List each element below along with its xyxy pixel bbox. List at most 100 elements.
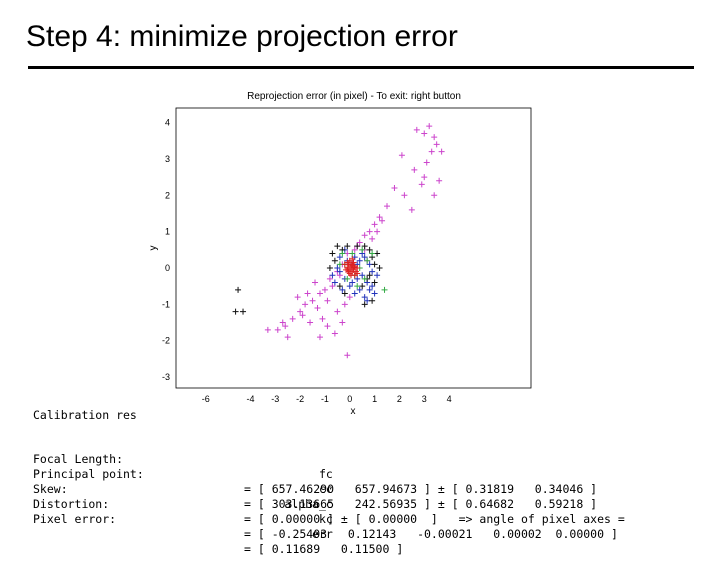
result-values: = [ 0.11689 0.11500 ] xyxy=(244,542,404,556)
x-tick-label: 4 xyxy=(447,394,452,404)
data-point xyxy=(331,279,338,286)
data-point xyxy=(240,308,247,315)
y-tick-label: -3 xyxy=(162,372,170,382)
x-tick-label: -4 xyxy=(246,394,254,404)
x-tick-label: 0 xyxy=(347,394,352,404)
data-point xyxy=(312,279,319,286)
data-point xyxy=(398,152,405,159)
data-point xyxy=(371,279,378,286)
data-point xyxy=(304,290,311,297)
calibration-results: Calibration res Focal Length: fc = [ 657… xyxy=(33,408,625,556)
reprojection-error-plot[interactable]: Reprojection error (in pixel) - To exit:… xyxy=(140,84,540,420)
data-point xyxy=(438,148,445,155)
data-point xyxy=(351,246,358,253)
result-label: Focal Length: xyxy=(33,452,124,466)
data-point xyxy=(264,326,271,333)
data-point xyxy=(336,283,343,290)
result-symbol: fc xyxy=(319,467,333,481)
data-point xyxy=(361,275,368,282)
data-point xyxy=(366,246,373,253)
data-point xyxy=(354,265,361,271)
data-point xyxy=(391,185,398,191)
data-point xyxy=(350,259,357,266)
data-point xyxy=(274,326,281,333)
data-point xyxy=(361,254,368,261)
data-point xyxy=(433,141,440,148)
data-point xyxy=(423,159,430,166)
data-point xyxy=(321,286,328,293)
x-tick-label: 3 xyxy=(422,394,427,404)
x-tick-label: -2 xyxy=(296,394,304,404)
result-symbol: err xyxy=(312,527,333,541)
data-point xyxy=(341,261,348,268)
data-point xyxy=(349,250,356,257)
data-point xyxy=(371,261,378,268)
data-point xyxy=(379,217,386,224)
data-point xyxy=(319,315,326,322)
data-point xyxy=(431,134,438,141)
data-point xyxy=(374,228,381,235)
data-point xyxy=(361,301,368,308)
result-values: = [ 303.13665 242.56935 ] ± [ 0.64682 0.… xyxy=(244,497,598,511)
data-point xyxy=(331,330,338,337)
data-point xyxy=(299,312,306,319)
result-label: Skew: xyxy=(33,482,68,496)
data-point xyxy=(339,250,346,257)
data-point xyxy=(356,257,363,264)
data-point xyxy=(331,257,338,264)
data-point xyxy=(359,272,366,279)
data-point xyxy=(329,272,336,279)
result-row-skew: Skew: alpha_c = [ 0.00000 ] ± [ 0.00000 … xyxy=(33,467,625,526)
data-point xyxy=(349,279,356,286)
result-label: Principal point: xyxy=(33,467,144,481)
x-tick-label: 2 xyxy=(397,394,402,404)
data-point xyxy=(329,283,336,290)
data-point xyxy=(366,286,373,293)
data-point xyxy=(366,272,373,279)
result-values: = [ 0.00000 ] ± [ 0.00000 ] => angle of … xyxy=(244,512,625,526)
data-point xyxy=(314,305,321,311)
data-point xyxy=(351,264,358,271)
data-point xyxy=(341,290,348,297)
data-point xyxy=(356,239,363,246)
data-point xyxy=(324,297,331,304)
data-point xyxy=(279,319,286,326)
data-point xyxy=(428,148,435,155)
result-row-focal: Focal Length: fc = [ 657.46290 657.94673… xyxy=(33,437,597,496)
data-point xyxy=(232,308,239,315)
slide-title: Step 4: minimize projection error xyxy=(26,20,458,53)
data-point xyxy=(316,290,323,297)
data-point xyxy=(421,130,428,137)
data-point xyxy=(381,286,388,293)
data-point xyxy=(351,290,358,297)
y-tick-label: -2 xyxy=(162,336,170,346)
data-point xyxy=(371,221,378,228)
data-point xyxy=(346,294,353,301)
data-point xyxy=(294,294,301,301)
data-point xyxy=(431,192,438,199)
data-point xyxy=(336,254,343,261)
plot-area xyxy=(175,107,532,389)
result-label: Pixel error: xyxy=(33,512,117,526)
data-point xyxy=(366,228,373,235)
data-point xyxy=(356,286,363,293)
y-tick-label: 0 xyxy=(165,263,170,273)
data-point xyxy=(369,250,376,257)
data-point xyxy=(411,166,418,173)
result-row-principal-point: Principal point: cc = [ 303.13665 242.56… xyxy=(33,452,597,511)
data-point xyxy=(346,283,353,290)
data-point xyxy=(344,266,351,273)
x-tick-label: -3 xyxy=(271,394,279,404)
data-point xyxy=(316,334,323,341)
result-row-pixel-error: Pixel error: err = [ 0.11689 0.11500 ] xyxy=(33,497,403,556)
x-tick-label: -6 xyxy=(202,394,210,404)
data-point xyxy=(341,301,348,308)
data-point xyxy=(334,308,341,315)
x-tick-labels: -6 -4 -3 -2 -1 0 1 2 3 4 xyxy=(202,394,452,404)
data-point xyxy=(401,192,408,199)
y-tick-label: 2 xyxy=(165,190,170,200)
data-point xyxy=(354,243,361,250)
data-point xyxy=(376,265,383,271)
data-point xyxy=(374,272,381,279)
result-symbol: alpha_c xyxy=(284,497,333,511)
